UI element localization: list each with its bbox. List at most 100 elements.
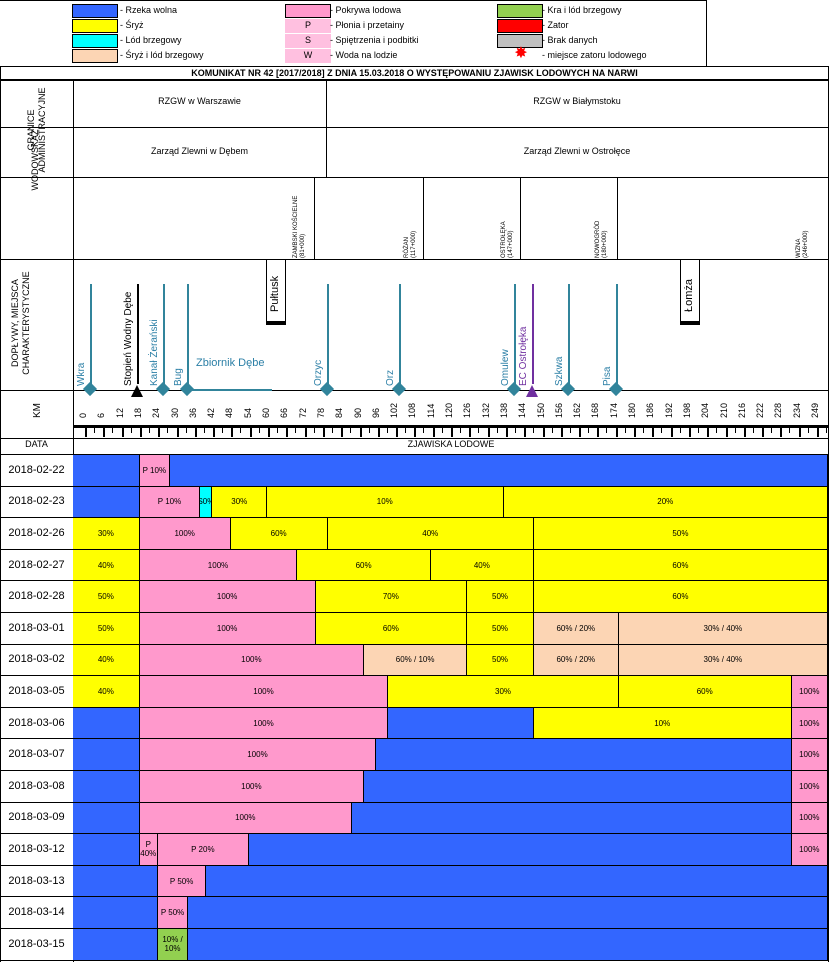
km-minor-tick bbox=[771, 425, 773, 433]
km-tick bbox=[579, 425, 582, 437]
ice-segment: 100% bbox=[139, 581, 316, 612]
trib-label-9: Pisa bbox=[602, 366, 613, 386]
km-tick-label: 102 bbox=[389, 402, 400, 418]
trib-line bbox=[90, 284, 92, 384]
legend-swatch: P bbox=[285, 19, 331, 33]
trib-line bbox=[399, 284, 401, 384]
segment-value: 60% bbox=[696, 686, 713, 696]
date-label: 2018-02-23 bbox=[8, 495, 65, 508]
row-divider bbox=[0, 548, 829, 550]
gauge-divider bbox=[617, 177, 618, 259]
date-label: 2018-03-12 bbox=[8, 842, 65, 855]
km-tick bbox=[414, 425, 417, 437]
ice-segment bbox=[73, 771, 140, 802]
km-minor-tick bbox=[331, 425, 333, 433]
trib-line bbox=[616, 284, 618, 384]
legend-swatch: W bbox=[285, 49, 331, 63]
date-label: 2018-03-02 bbox=[8, 653, 65, 666]
legend-swatch bbox=[72, 49, 118, 63]
segment-value: 60% bbox=[270, 528, 287, 538]
ice-segment: 50% bbox=[73, 581, 140, 612]
km-tick bbox=[597, 425, 600, 437]
km-minor-tick bbox=[661, 425, 663, 433]
ice-segment: 100% bbox=[139, 518, 231, 549]
km-tick-label: 120 bbox=[444, 402, 454, 418]
km-minor-tick bbox=[112, 425, 114, 433]
ice-segment: 100% bbox=[791, 771, 828, 802]
km-tick bbox=[396, 425, 399, 437]
km-tick-label: 222 bbox=[755, 402, 766, 418]
segment-value: 100% bbox=[799, 718, 820, 728]
legend-label: - Lód brzegowy bbox=[120, 35, 182, 45]
trib-label-6: Omulew bbox=[500, 349, 511, 386]
km-minor-tick bbox=[240, 425, 242, 433]
km-minor-tick bbox=[789, 425, 791, 433]
trib-label-5: Orz bbox=[385, 369, 396, 386]
segment-value: 100% bbox=[247, 750, 268, 760]
km-tick bbox=[432, 425, 435, 437]
segment-value: P 10% bbox=[157, 497, 182, 507]
ice-segment: P 40% bbox=[139, 834, 158, 865]
km-minor-tick bbox=[551, 425, 553, 433]
segment-value: 100% bbox=[241, 781, 262, 791]
segment-value: P 50% bbox=[169, 876, 194, 886]
row-divider bbox=[0, 896, 829, 898]
km-minor-tick bbox=[734, 425, 736, 433]
km-baseline bbox=[73, 425, 828, 428]
trib-label-1: Stopień Wodny Dębe bbox=[123, 291, 134, 386]
row-divider bbox=[0, 833, 829, 835]
date-label: 2018-02-22 bbox=[8, 463, 65, 476]
segment-value: 30% bbox=[97, 528, 114, 538]
km-tick-label: 42 bbox=[206, 407, 217, 418]
km-tick-label: 24 bbox=[151, 407, 162, 418]
ice-segment: 60% bbox=[297, 549, 431, 581]
segment-value: 100% bbox=[216, 623, 238, 633]
km-tick-label: 216 bbox=[736, 402, 747, 418]
segment-value: 50% bbox=[672, 528, 689, 538]
km-tick-label: 60 bbox=[261, 407, 271, 418]
ice-segment: 10% bbox=[267, 486, 504, 518]
segment-value: 100% bbox=[799, 781, 820, 791]
trib-line bbox=[163, 284, 165, 384]
km-tick-label: 72 bbox=[297, 407, 308, 418]
zarzad-region: Zarząd Zlewni w Ostrołęce bbox=[523, 146, 631, 156]
km-tick bbox=[103, 425, 106, 437]
segment-value: 50% bbox=[492, 592, 509, 602]
segment-value: 100% bbox=[799, 686, 820, 696]
km-tick-label: 96 bbox=[370, 407, 381, 418]
km-tick bbox=[304, 425, 307, 437]
km-tick bbox=[524, 425, 527, 437]
reservoir-bar bbox=[190, 389, 272, 391]
km-tick-label: 18 bbox=[132, 407, 143, 418]
ice-segment bbox=[73, 865, 158, 897]
rzgw-region: RZGW w Warszawie bbox=[158, 96, 241, 106]
km-tick-label: 180 bbox=[627, 402, 637, 418]
segment-value: 100% bbox=[799, 813, 820, 823]
ice-segment: 40% bbox=[73, 676, 140, 707]
segment-value: 20% bbox=[657, 497, 674, 507]
segment-value: 60% bbox=[672, 560, 689, 570]
legend-swatch bbox=[72, 4, 118, 18]
ice-segment: 10% / 10% bbox=[157, 929, 189, 960]
trib-line bbox=[532, 284, 534, 384]
date-label: 2018-03-05 bbox=[8, 684, 65, 697]
segment-value: 30% bbox=[231, 497, 248, 507]
km-minor-tick bbox=[368, 425, 370, 433]
ice-segment bbox=[73, 834, 140, 865]
ice-segment: 30% / 40% bbox=[618, 644, 828, 676]
ice-segment: 60% bbox=[315, 613, 468, 644]
km-minor-tick bbox=[222, 425, 224, 433]
legend-swatch bbox=[497, 19, 543, 33]
gauge-divider bbox=[520, 177, 521, 259]
row-divider bbox=[0, 675, 829, 677]
gauge-name: ZAMBSKI KOŚCIELNE bbox=[293, 195, 299, 258]
km-tick-label: 0 bbox=[78, 412, 88, 418]
km-tick bbox=[743, 425, 746, 437]
ice-segment bbox=[73, 739, 140, 770]
segment-value: 100% bbox=[799, 750, 820, 760]
km-tick bbox=[249, 425, 252, 437]
segment-value: 60% bbox=[382, 623, 399, 633]
grid-hline bbox=[0, 390, 829, 391]
km-minor-tick bbox=[679, 425, 681, 433]
segment-value: 100% bbox=[174, 528, 195, 538]
